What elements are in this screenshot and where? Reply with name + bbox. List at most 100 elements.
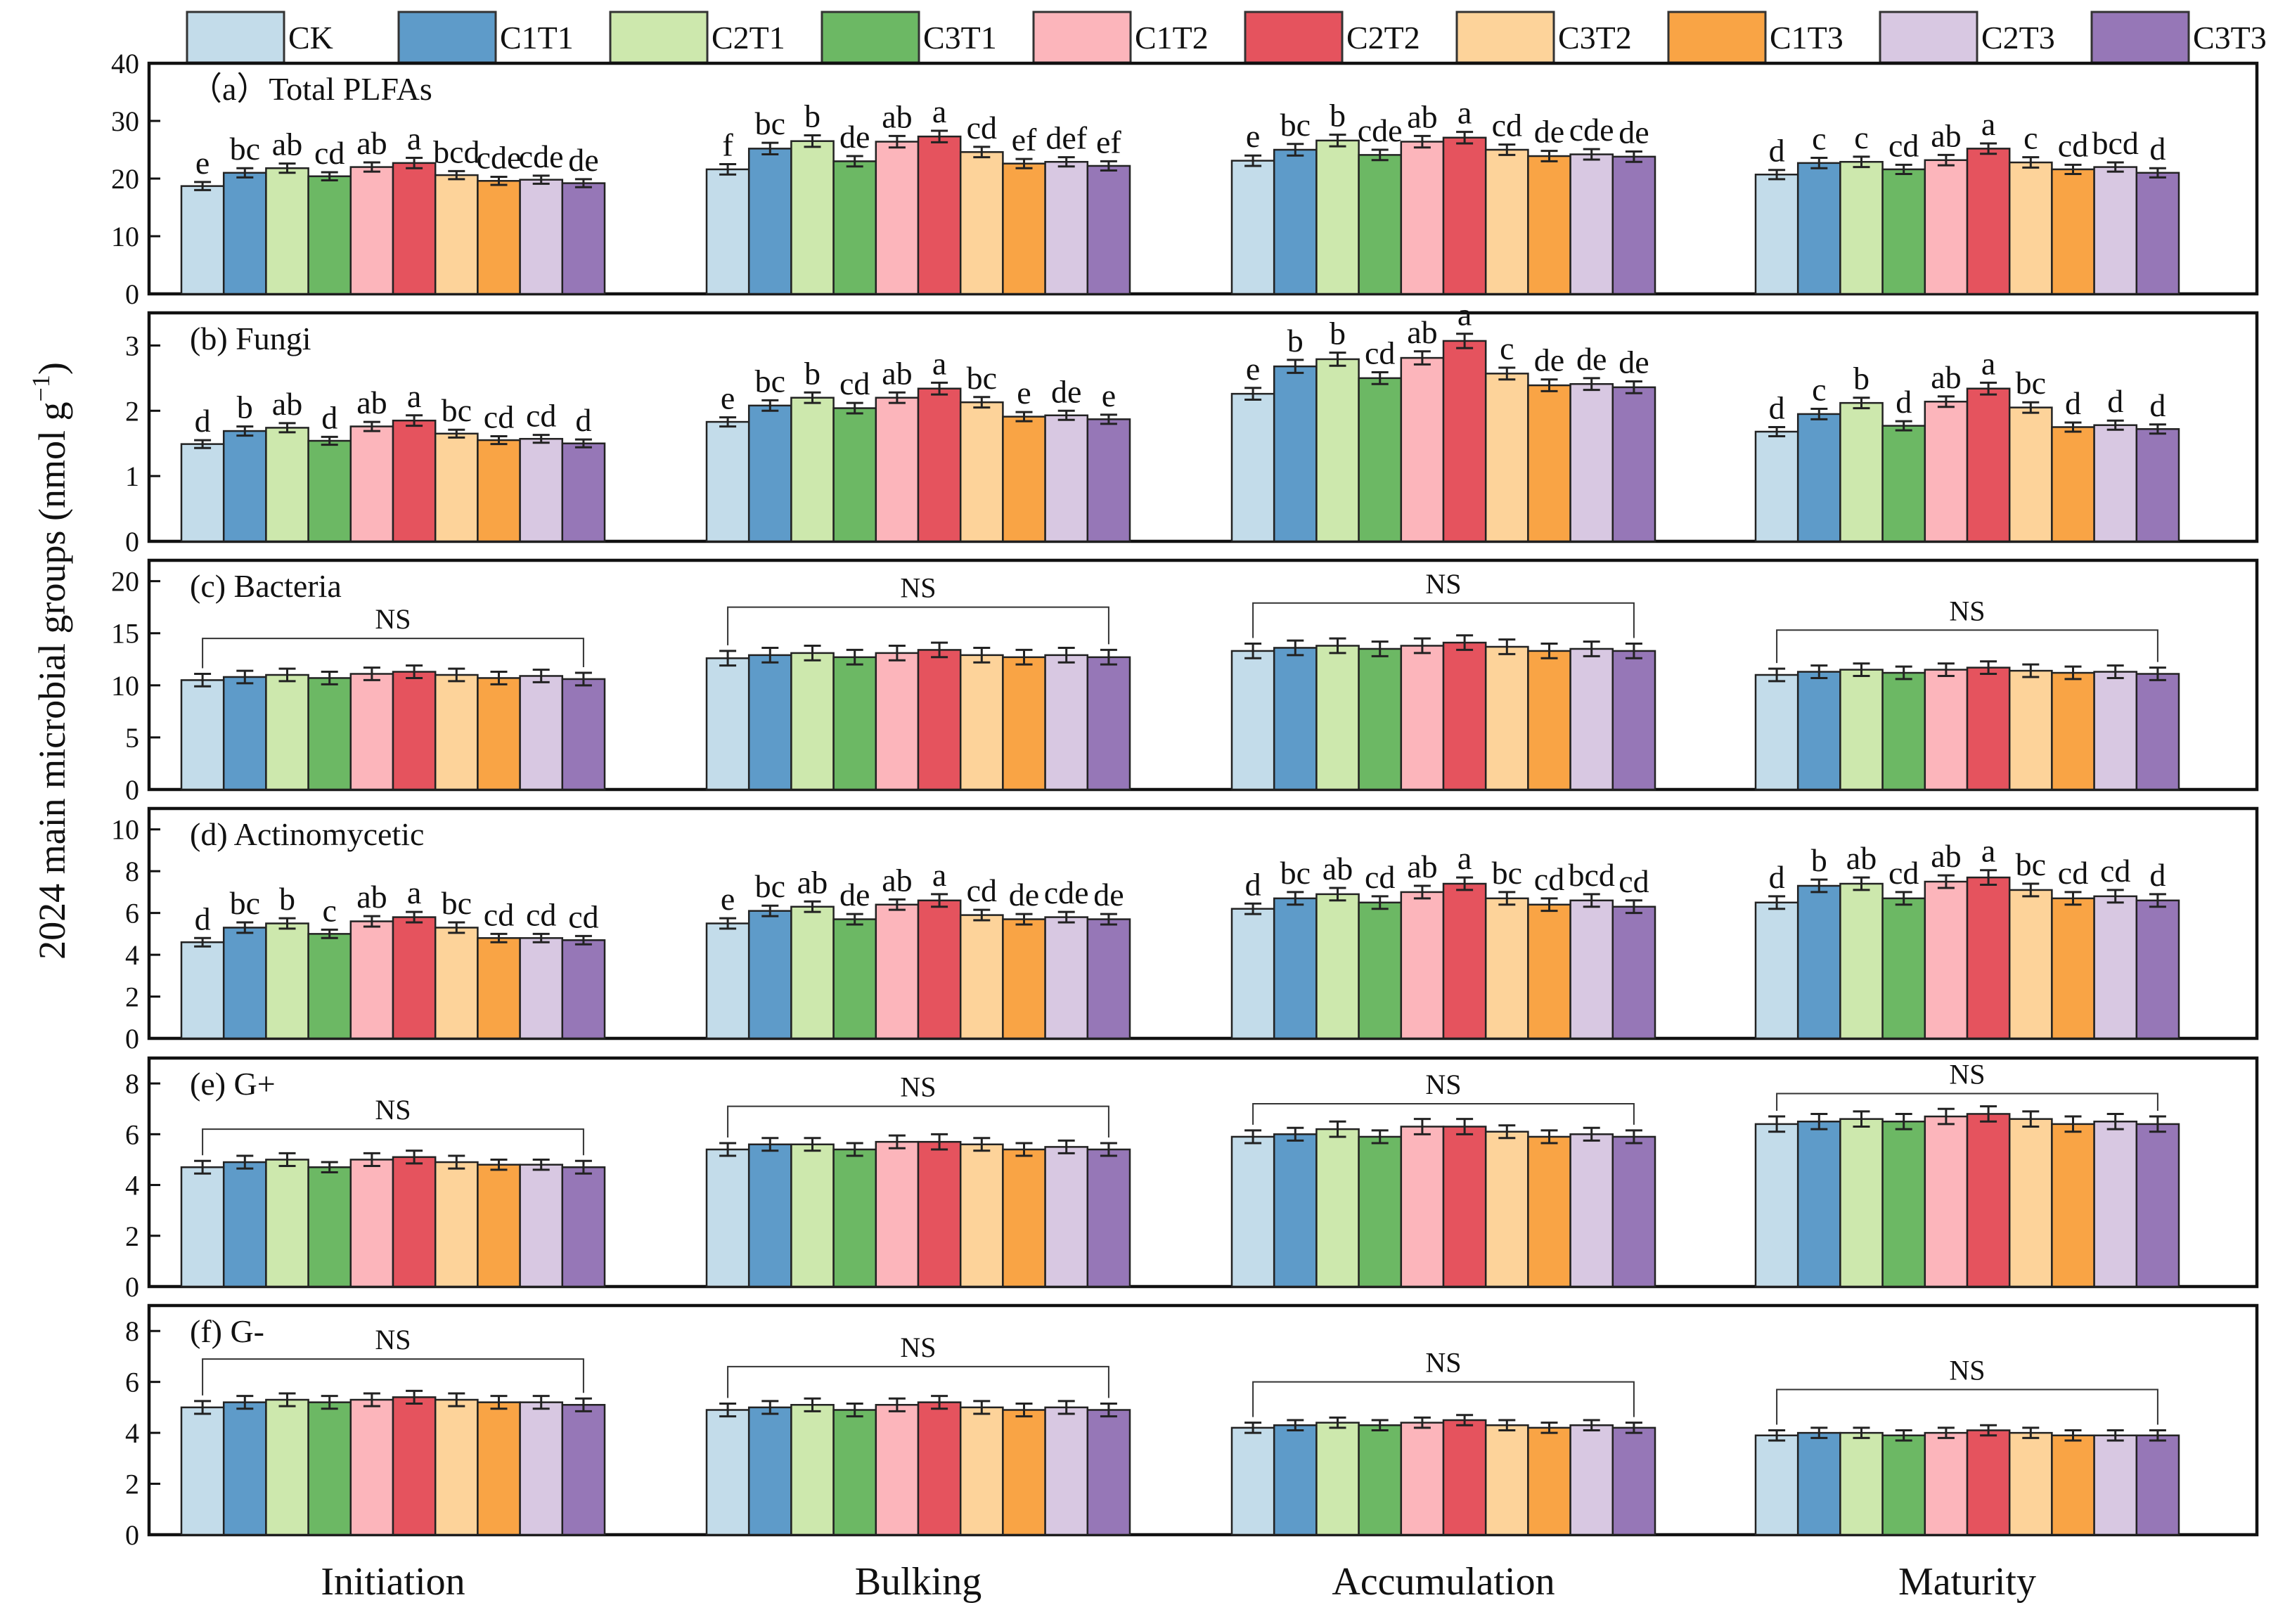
bar-C2T1 <box>265 674 309 791</box>
ns-bracket <box>727 1105 1109 1138</box>
significance-label: d <box>1769 133 1785 169</box>
ns-label: NS <box>1425 1069 1461 1100</box>
bar-CK <box>705 1409 750 1536</box>
bar-C1T3 <box>2051 1123 2095 1288</box>
bar-C3T2 <box>2008 889 2053 1040</box>
bar-C1T3 <box>1527 1135 1571 1288</box>
bar-C1T3 <box>477 677 521 791</box>
bar-C1T1 <box>747 910 792 1040</box>
significance-label: bc <box>2016 365 2046 401</box>
bar-C1T2 <box>875 652 920 791</box>
bar-C2T1 <box>1315 358 1360 543</box>
bar-C2T1 <box>1839 401 1884 543</box>
bar-C3T2 <box>2008 161 2053 295</box>
bar-C2T2 <box>392 671 437 791</box>
legend-swatch-C1T1 <box>397 11 497 64</box>
stage-group-Maturity: NS <box>1754 1355 2180 1536</box>
panel-title: （a）Total PLFAs <box>190 71 432 107</box>
stage-label-initiation: Initiation <box>321 1560 465 1604</box>
bar-C2T1 <box>265 922 309 1040</box>
significance-label: b <box>804 98 821 134</box>
significance-label: cd <box>484 399 514 435</box>
legend-swatch-CK <box>186 11 285 64</box>
y-tick-label: 3 <box>125 330 139 361</box>
bar-C1T1 <box>1273 365 1318 543</box>
stage-label-maturity: Maturity <box>1898 1560 2036 1604</box>
panel-title: (c) Bacteria <box>190 568 342 604</box>
legend: CK C1T1 C2T1 C3T1 C1T2 C2T2 C3T2 C1T3 C2T3 C3T3 <box>186 11 2267 64</box>
bar-C3T2 <box>2008 1431 2053 1536</box>
y-tick-label: 8 <box>125 856 139 887</box>
significance-label: cd <box>1534 861 1564 897</box>
bar-C1T3 <box>2051 1434 2095 1536</box>
bar-C2T2 <box>917 135 962 295</box>
bar-C3T2 <box>959 654 1004 791</box>
bar-C3T1 <box>307 1166 352 1288</box>
significance-label: de <box>1534 342 1564 378</box>
bar-CK <box>180 1406 225 1536</box>
bar-C3T1 <box>832 1409 877 1536</box>
bar-CK <box>180 679 225 791</box>
significance-label: c <box>322 892 336 928</box>
bar-C2T1 <box>790 652 835 791</box>
ns-label: NS <box>900 572 936 604</box>
bar-C2T1 <box>790 397 835 543</box>
bar-C2T2 <box>1442 136 1487 295</box>
bar-C2T2 <box>917 649 962 791</box>
bar-C3T3 <box>561 678 606 791</box>
bar-CK <box>1230 392 1275 543</box>
significance-label: bc <box>755 363 785 399</box>
significance-label: cd <box>1888 855 1919 891</box>
bar-C3T3 <box>1086 1409 1131 1536</box>
y-tick-label: 4 <box>125 1417 139 1449</box>
significance-label: def <box>1045 120 1087 156</box>
legend-swatch-C2T1 <box>609 11 709 64</box>
bar-C1T1 <box>222 1161 267 1288</box>
significance-label: cd <box>484 896 514 932</box>
bar-C1T2 <box>1924 669 1969 791</box>
legend-swatch-C2T2 <box>1244 11 1344 64</box>
bar-C2T1 <box>1839 1431 1884 1536</box>
bar-C2T3 <box>1569 153 1614 295</box>
y-tick-label: 15 <box>111 618 139 650</box>
significance-label: de <box>1051 373 1081 409</box>
bar-C2T1 <box>1315 1422 1360 1536</box>
bar-C1T3 <box>1527 1426 1571 1536</box>
significance-label: ef <box>1096 124 1121 160</box>
bar-CK <box>1754 901 1799 1040</box>
bar-C1T1 <box>222 927 267 1040</box>
significance-label: cd <box>526 398 556 434</box>
significance-label: d <box>2149 857 2166 893</box>
significance-label: d <box>575 402 591 438</box>
ns-label: NS <box>1949 1355 1985 1386</box>
bar-C1T3 <box>1527 155 1571 295</box>
significance-label: c <box>1812 372 1826 408</box>
bar-CK <box>1230 160 1275 295</box>
stage-group-Maturity: d c c cd ab a c cd bcd d <box>1754 106 2180 295</box>
ns-bracket <box>202 1128 584 1156</box>
bar-C3T1 <box>1881 168 1926 295</box>
bar-C3T3 <box>1086 918 1131 1040</box>
panel-frame <box>147 1056 2259 1289</box>
y-tick-label: 10 <box>111 670 139 702</box>
significance-label: cd <box>568 898 598 934</box>
legend-swatch-C1T3 <box>1667 11 1767 64</box>
significance-label: cd <box>2100 853 2130 889</box>
bar-C1T2 <box>875 903 920 1040</box>
bar-C1T1 <box>1796 884 1841 1040</box>
significance-label: d <box>2065 385 2081 421</box>
bar-C2T3 <box>1044 414 1089 543</box>
bar-C3T1 <box>1358 647 1403 791</box>
significance-label: ab <box>882 862 912 898</box>
bar-C1T2 <box>875 397 920 543</box>
bar-CK <box>1230 1426 1275 1536</box>
bar-C1T2 <box>1924 401 1969 543</box>
bar-C2T3 <box>2093 671 2138 791</box>
bar-C3T1 <box>307 1401 352 1536</box>
bar-CK <box>180 1166 225 1288</box>
y-tick-label: 2 <box>125 395 139 427</box>
y-tick-label: 2 <box>125 1469 139 1500</box>
bar-C3T2 <box>959 151 1004 295</box>
